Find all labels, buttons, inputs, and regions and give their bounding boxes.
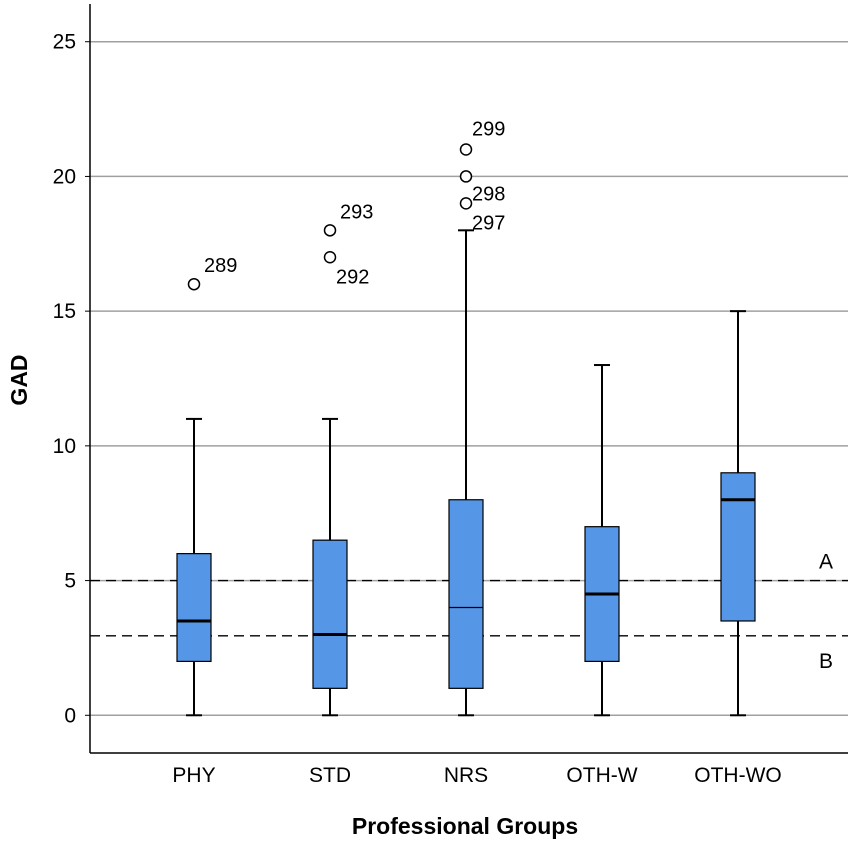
box-OTH-WO: [720, 310, 756, 717]
outlier-label-298: 298: [472, 183, 505, 205]
outlier-label-289: 289: [204, 255, 237, 277]
outlier-label-297: 297: [472, 212, 505, 234]
box-STD: 292 293: [312, 201, 373, 717]
y-tick-label-10: 10: [53, 435, 76, 458]
outlier-point-298: [459, 170, 473, 183]
outlier-point-292: [323, 251, 337, 264]
outlier-point-297: [459, 197, 473, 210]
y-tick-label-0: 0: [64, 704, 76, 727]
outlier-point-293: [323, 224, 337, 237]
reference-label-A: A: [819, 551, 833, 574]
x-category-label-PHY: PHY: [172, 764, 215, 787]
y-tick-label-25: 25: [53, 31, 76, 54]
y-tick-labels: 0 5 10 15 20 25: [53, 31, 90, 727]
x-category-label-NRS: NRS: [444, 764, 488, 787]
x-axis-title: Professional Groups: [352, 813, 578, 839]
y-axis-title: GAD: [6, 354, 32, 405]
axes: [89, 4, 848, 754]
y-tick-label-20: 20: [53, 165, 76, 188]
iqr-box: [312, 539, 348, 689]
outlier-point-289: [187, 277, 201, 291]
outlier-point-299: [459, 143, 473, 156]
y-tick-label-5: 5: [64, 570, 76, 593]
iqr-box: [176, 553, 212, 662]
box-PHY: 289: [176, 255, 237, 717]
iqr-box: [720, 472, 756, 622]
outlier-label-292: 292: [336, 266, 369, 288]
box-OTH-W: [584, 364, 620, 717]
x-category-label-STD: STD: [309, 764, 351, 787]
iqr-box: [448, 499, 484, 689]
outlier-label-293: 293: [340, 201, 373, 223]
reference-label-B: B: [819, 650, 833, 673]
outlier-label-299: 299: [472, 118, 505, 140]
boxes: 289 292 293 297 298 299: [176, 118, 756, 717]
y-tick-label-15: 15: [53, 300, 76, 323]
x-category-label-OTH-WO: OTH-WO: [694, 764, 781, 787]
x-category-label-OTH-W: OTH-W: [566, 764, 637, 787]
box-NRS: 297 298 299: [448, 118, 505, 717]
x-category-labels: PHY STD NRS OTH-W OTH-WO: [172, 764, 781, 787]
